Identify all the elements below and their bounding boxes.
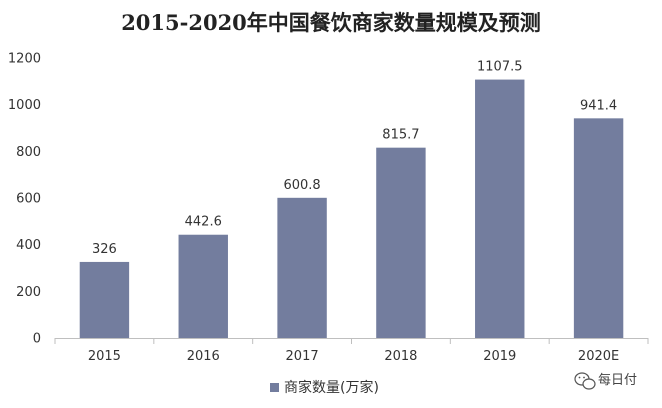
chart-title: 2015-2020年中国餐饮商家数量规模及预测 bbox=[121, 10, 541, 35]
bar bbox=[475, 79, 525, 338]
legend: 商家数量(万家) bbox=[270, 379, 379, 396]
x-tick-label: 2018 bbox=[384, 349, 417, 364]
wechat-icon bbox=[574, 372, 596, 390]
data-label: 941.4 bbox=[580, 98, 617, 113]
bar bbox=[376, 147, 426, 338]
data-labels-group: 326 442.6 600.8 815.7 1107.5 941.4 bbox=[92, 60, 617, 257]
data-label: 600.8 bbox=[283, 178, 320, 193]
watermark-text: 每日付 bbox=[598, 372, 637, 388]
x-tick-label: 2017 bbox=[286, 349, 319, 364]
y-tick-label: 1000 bbox=[8, 98, 41, 113]
x-axis: 2015 2016 2017 2018 2019 2020E bbox=[54, 338, 649, 364]
data-label: 1107.5 bbox=[477, 60, 523, 75]
y-axis: 0 200 400 600 800 1000 1200 bbox=[8, 52, 41, 347]
bar bbox=[277, 197, 327, 338]
data-label: 326 bbox=[92, 242, 117, 257]
x-tick-label: 2015 bbox=[88, 349, 121, 364]
bar bbox=[79, 261, 130, 338]
y-tick-label: 200 bbox=[16, 285, 41, 300]
y-tick-label: 600 bbox=[16, 192, 41, 207]
x-tick-label: 2016 bbox=[187, 349, 220, 364]
legend-swatch bbox=[270, 383, 279, 392]
bar bbox=[573, 118, 624, 338]
y-tick-label: 800 bbox=[16, 145, 41, 160]
bar bbox=[178, 234, 228, 338]
data-label: 815.7 bbox=[382, 128, 419, 143]
x-tick-label: 2020E bbox=[578, 349, 619, 364]
bars-group bbox=[79, 79, 624, 338]
watermark: 每日付 bbox=[574, 372, 637, 390]
x-tick-label: 2019 bbox=[483, 349, 516, 364]
legend-label: 商家数量(万家) bbox=[284, 379, 379, 396]
y-tick-label: 400 bbox=[16, 238, 41, 253]
y-tick-label: 1200 bbox=[8, 52, 41, 67]
data-label: 442.6 bbox=[185, 215, 222, 230]
y-tick-label: 0 bbox=[33, 332, 41, 347]
